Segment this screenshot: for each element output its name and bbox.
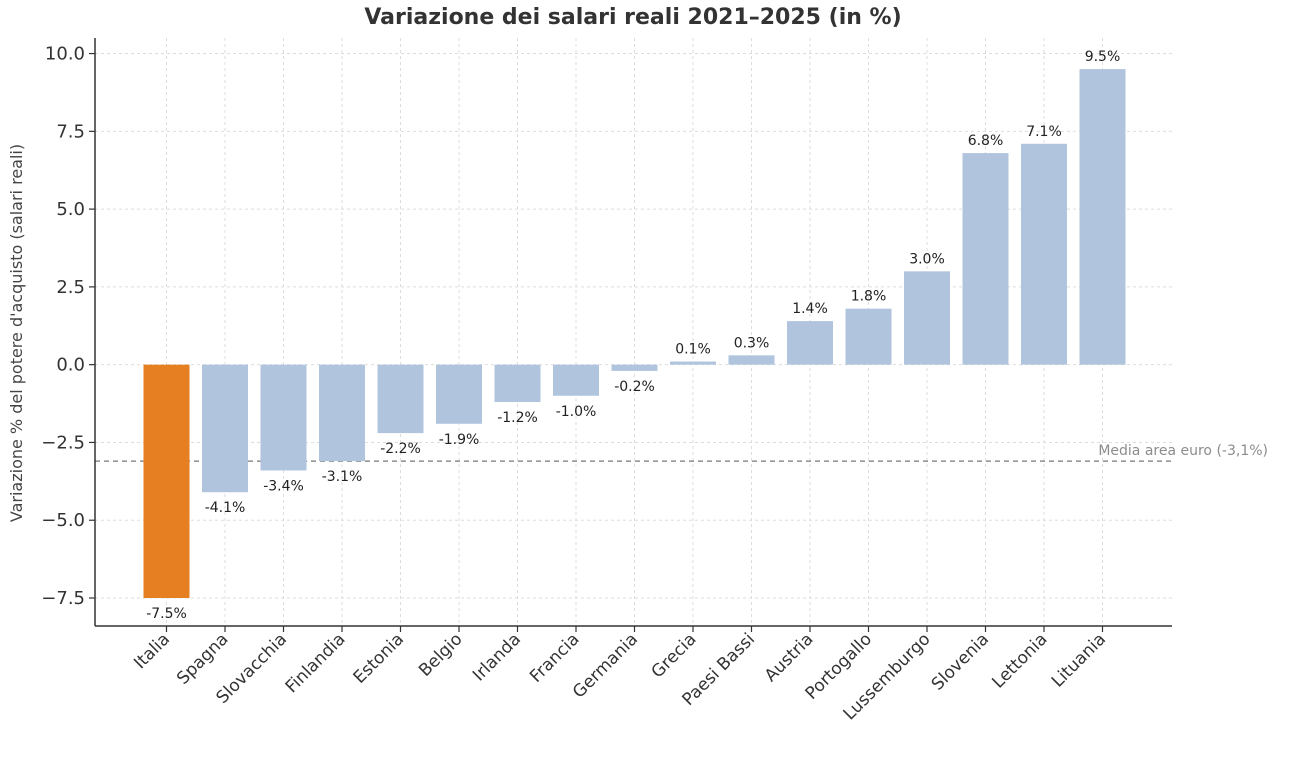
bar <box>728 355 775 365</box>
gridlines <box>95 38 1172 626</box>
y-tick-label: −5.0 <box>41 510 85 531</box>
y-tick-label: 5.0 <box>56 199 85 220</box>
data-label: -2.2% <box>380 441 421 457</box>
x-tick-label: Francia <box>526 629 583 686</box>
y-tick-label: −2.5 <box>41 432 85 453</box>
data-label: -1.9% <box>439 432 480 448</box>
bar <box>845 308 892 365</box>
bar <box>962 153 1009 365</box>
data-label: 6.8% <box>968 133 1004 149</box>
bar <box>494 364 541 402</box>
x-tick-label: Slovenia <box>928 629 993 694</box>
x-tick-label: Lituania <box>1048 629 1110 691</box>
bar <box>1079 69 1126 365</box>
bar <box>143 364 190 598</box>
bar <box>787 321 833 365</box>
y-tick-label: 10.0 <box>45 44 85 65</box>
data-label: -3.4% <box>263 478 304 494</box>
data-labels: -7.5% -4.1% -3.4% -3.1% -2.2% -1.9% -1.2% -1.0%… <box>146 49 1120 622</box>
bar <box>202 364 248 493</box>
chart-title: Variazione dei salari reali 2021–2025 (i… <box>364 5 901 30</box>
x-tick-label: Finlandia <box>282 629 350 697</box>
y-tick-label: 2.5 <box>56 277 85 298</box>
data-label: 0.3% <box>734 335 770 351</box>
data-label: 7.1% <box>1026 124 1062 140</box>
bar <box>436 364 482 424</box>
y-tick-label: −7.5 <box>41 588 85 609</box>
bars <box>143 69 1126 598</box>
y-axis-label: Variazione % del potere d'acquisto (sala… <box>7 144 26 522</box>
bar <box>1021 143 1067 365</box>
data-label: 3.0% <box>909 251 945 267</box>
x-tick-label: Belgio <box>415 629 466 680</box>
data-label: -1.2% <box>497 410 538 426</box>
y-tick-label: 7.5 <box>56 121 85 142</box>
x-tick-label: Spagna <box>173 629 232 688</box>
data-label: -0.2% <box>614 379 655 395</box>
data-label: 1.4% <box>792 301 828 317</box>
bar <box>611 364 658 371</box>
data-label: 9.5% <box>1085 49 1121 65</box>
x-tick-label: Lettonia <box>988 629 1051 692</box>
bar <box>553 364 599 396</box>
bar <box>260 364 307 471</box>
bar <box>377 364 424 434</box>
bar <box>904 271 950 365</box>
axes <box>94 38 1172 627</box>
bar <box>319 364 365 462</box>
x-tick-label: Italia <box>130 629 174 673</box>
x-tick-label: Grecia <box>648 629 701 682</box>
data-label: -1.0% <box>556 404 597 420</box>
data-label: -7.5% <box>146 606 187 622</box>
data-label: -3.1% <box>322 469 363 485</box>
data-label: 1.8% <box>851 289 887 305</box>
x-tick-label: Estonia <box>350 629 408 687</box>
reference-line-group: Media area euro (-3,1%) <box>95 443 1268 462</box>
reference-line-label: Media area euro (-3,1%) <box>1098 443 1268 459</box>
x-tick-label: Austria <box>761 629 818 686</box>
data-label: -4.1% <box>205 500 246 516</box>
data-label: 0.1% <box>675 342 711 358</box>
x-tick-label: Irlanda <box>469 629 525 685</box>
bar <box>670 361 716 365</box>
y-tick-label: 0.0 <box>56 355 85 376</box>
